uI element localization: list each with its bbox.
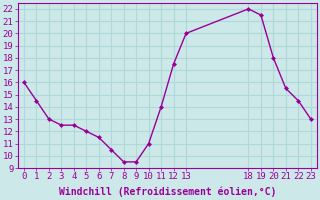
X-axis label: Windchill (Refroidissement éolien,°C): Windchill (Refroidissement éolien,°C) bbox=[59, 187, 276, 197]
